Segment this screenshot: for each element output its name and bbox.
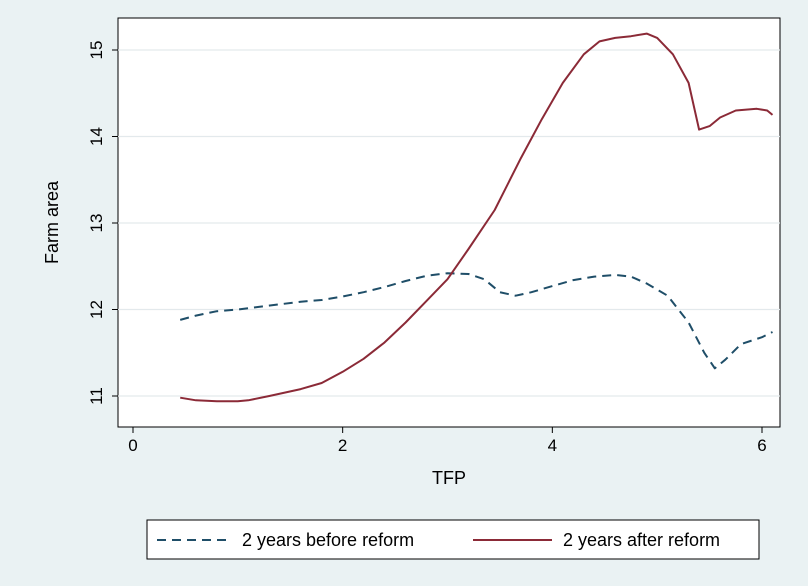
x-axis-title: TFP bbox=[432, 468, 466, 488]
x-tick-label: 4 bbox=[548, 436, 557, 455]
axes: 11 12 13 14 15 0 2 4 6 bbox=[87, 41, 767, 455]
y-tick-label: 14 bbox=[87, 127, 106, 146]
y-tick-label: 13 bbox=[87, 214, 106, 233]
series-line-after bbox=[180, 32, 774, 403]
x-tick-label: 0 bbox=[128, 436, 137, 455]
legend-box bbox=[146, 519, 760, 560]
y-tick-label: 15 bbox=[87, 41, 106, 60]
series-layer bbox=[179, 32, 774, 403]
y-axis-title: Farm area bbox=[42, 180, 62, 264]
series-line-before bbox=[179, 272, 773, 370]
y-tick-label: 11 bbox=[87, 387, 106, 405]
y-tick-label: 12 bbox=[87, 300, 106, 319]
x-tick-label: 2 bbox=[338, 436, 347, 455]
x-tick-label: 6 bbox=[757, 436, 766, 455]
legend-label-before: 2 years before reform bbox=[242, 530, 414, 550]
legend-label-after: 2 years after reform bbox=[563, 530, 720, 550]
legend: 2 years before reform 2 years after refo… bbox=[146, 519, 760, 560]
